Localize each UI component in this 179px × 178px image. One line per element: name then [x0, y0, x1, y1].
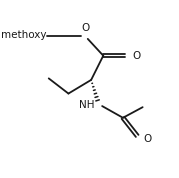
Text: O: O: [143, 134, 151, 144]
Text: O: O: [81, 23, 89, 33]
Text: O: O: [132, 51, 141, 61]
Text: methoxy: methoxy: [1, 30, 47, 40]
Text: NH: NH: [79, 100, 95, 110]
